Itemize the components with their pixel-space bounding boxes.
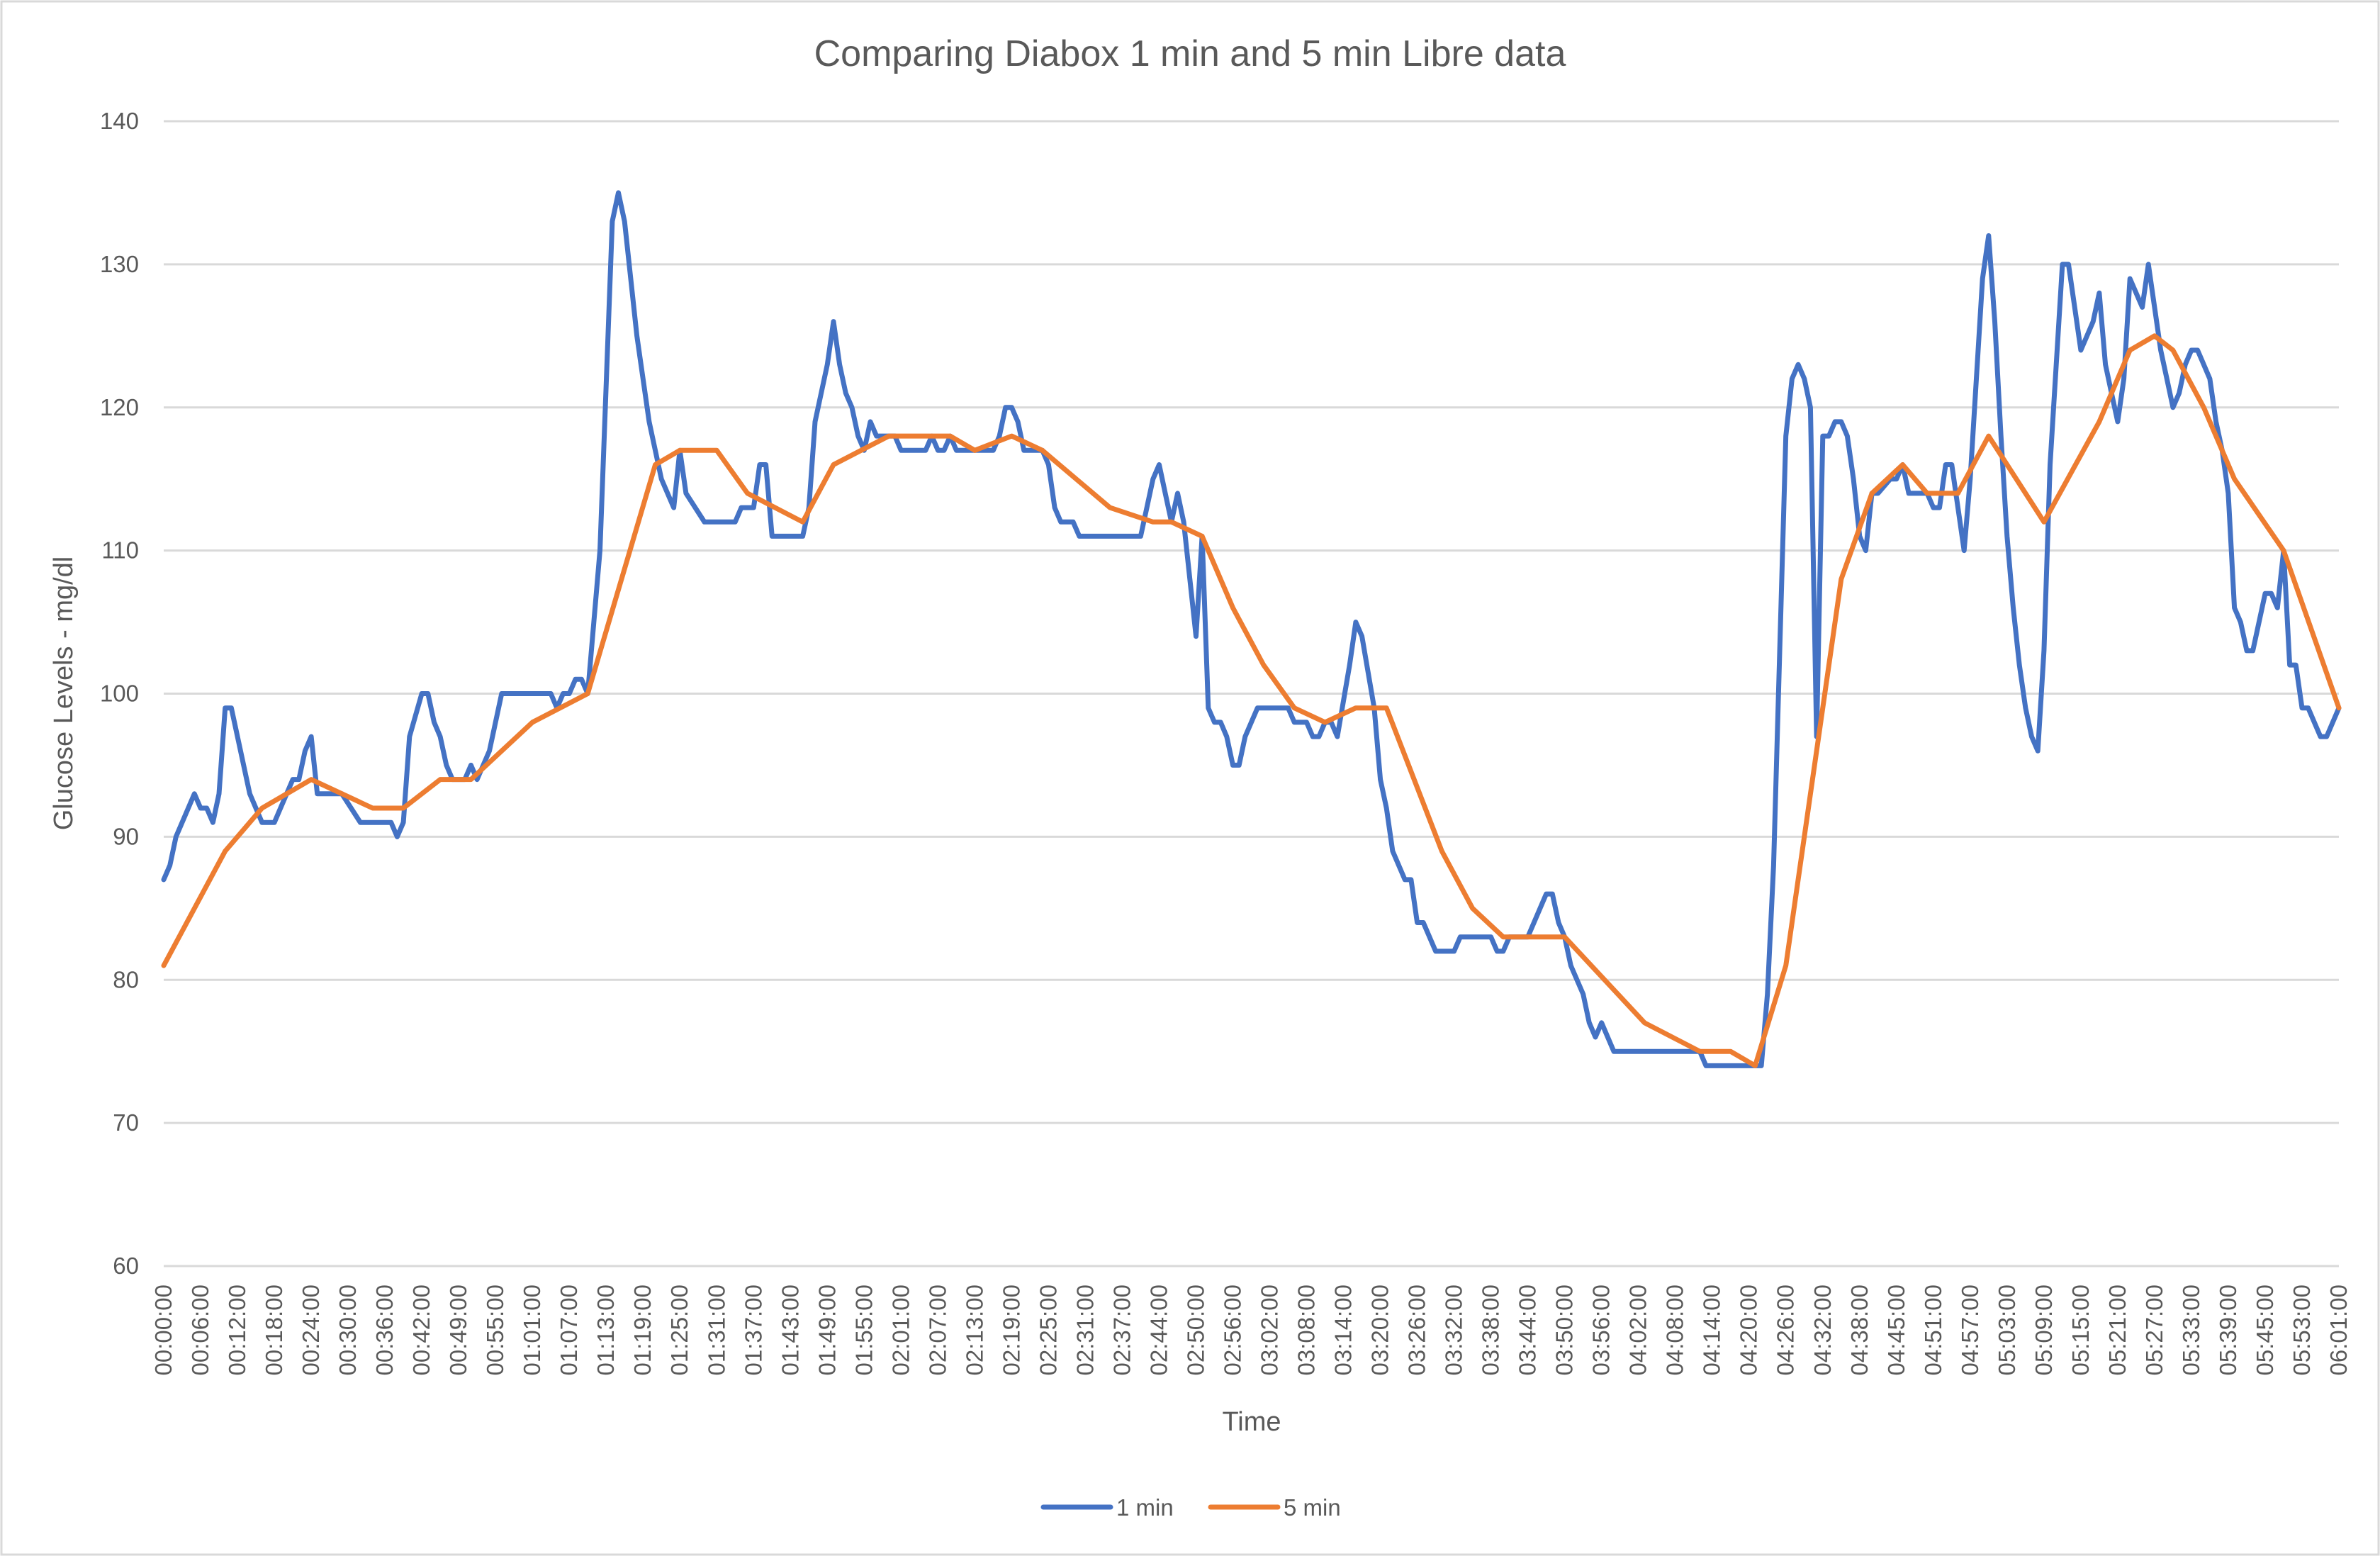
y-tick-label: 120: [100, 394, 139, 420]
x-tick-label: 00:42:00: [408, 1284, 434, 1375]
legend: 1 min 5 min: [1040, 1494, 1341, 1521]
y-tick-label: 110: [101, 537, 139, 564]
x-tick-label: 03:20:00: [1367, 1284, 1393, 1375]
x-tick-label: 02:56:00: [1219, 1284, 1245, 1375]
x-tick-label: 00:06:00: [187, 1284, 213, 1375]
x-tick-label: 02:13:00: [961, 1284, 987, 1375]
x-tick-label: 04:02:00: [1625, 1284, 1651, 1375]
x-tick-label: 00:18:00: [261, 1284, 287, 1375]
x-tick-label: 04:57:00: [1957, 1284, 1983, 1375]
legend-label: 1 min: [1116, 1494, 1174, 1521]
x-tick-label: 03:32:00: [1441, 1284, 1467, 1375]
x-tick-label: 03:44:00: [1515, 1284, 1541, 1375]
x-tick-label: 01:43:00: [777, 1284, 803, 1375]
x-tick-label: 05:15:00: [2067, 1284, 2094, 1375]
x-tick-label: 04:14:00: [1699, 1284, 1725, 1375]
x-tick-label: 04:20:00: [1736, 1284, 1762, 1375]
x-tick-label: 00:55:00: [482, 1284, 508, 1375]
x-tick-label: 00:49:00: [445, 1284, 471, 1375]
y-axis-ticks: 60 70 80 90 100 110 120 130 140: [100, 108, 139, 1279]
x-tick-label: 04:32:00: [1809, 1284, 1836, 1375]
x-tick-label: 00:24:00: [298, 1284, 324, 1375]
x-tick-label: 03:56:00: [1588, 1284, 1615, 1375]
x-tick-label: 04:51:00: [1920, 1284, 1946, 1375]
x-tick-label: 02:44:00: [1145, 1284, 1172, 1375]
y-axis-title: Glucose Levels - mg/dl: [49, 556, 79, 831]
y-tick-label: 90: [113, 823, 139, 849]
x-axis-ticks: 00:00:00 00:06:00 00:12:00 00:18:00 00:24:00…: [150, 1284, 2352, 1375]
x-axis-title: Time: [1222, 1407, 1281, 1437]
x-tick-label: 05:03:00: [1994, 1284, 2020, 1375]
x-tick-label: 02:01:00: [887, 1284, 914, 1375]
y-tick-label: 80: [113, 966, 139, 992]
x-tick-label: 02:07:00: [924, 1284, 950, 1375]
chart-title: Comparing Diabox 1 min and 5 min Libre d…: [814, 33, 1566, 74]
x-tick-label: 01:13:00: [593, 1284, 619, 1375]
x-tick-label: 02:37:00: [1108, 1284, 1135, 1375]
series-line-5-min: [161, 333, 2342, 1068]
x-tick-label: 03:02:00: [1257, 1284, 1283, 1375]
x-tick-label: 05:45:00: [2252, 1284, 2278, 1375]
x-tick-label: 01:31:00: [703, 1284, 729, 1375]
x-tick-label: 03:50:00: [1551, 1284, 1578, 1375]
x-tick-label: 01:55:00: [851, 1284, 877, 1375]
x-tick-label: 02:19:00: [998, 1284, 1024, 1375]
y-tick-label: 140: [100, 108, 139, 134]
x-tick-label: 03:14:00: [1330, 1284, 1357, 1375]
y-tick-label: 130: [100, 251, 139, 277]
series-lines: [161, 190, 2342, 1068]
x-tick-label: 01:37:00: [740, 1284, 766, 1375]
x-tick-label: 05:21:00: [2104, 1284, 2131, 1375]
x-tick-label: 00:36:00: [371, 1284, 398, 1375]
x-tick-label: 01:01:00: [519, 1284, 545, 1375]
y-tick-label: 60: [113, 1253, 139, 1279]
x-tick-label: 02:25:00: [1035, 1284, 1061, 1375]
x-tick-label: 05:33:00: [2178, 1284, 2204, 1375]
x-tick-label: 03:26:00: [1404, 1284, 1430, 1375]
x-tick-label: 00:12:00: [224, 1284, 250, 1375]
x-tick-label: 03:38:00: [1478, 1284, 1504, 1375]
x-tick-label: 04:38:00: [1846, 1284, 1873, 1375]
x-tick-label: 04:45:00: [1883, 1284, 1909, 1375]
x-tick-label: 05:27:00: [2141, 1284, 2167, 1375]
x-tick-label: 01:49:00: [814, 1284, 840, 1375]
x-tick-label: 02:31:00: [1072, 1284, 1098, 1375]
legend-label: 5 min: [1284, 1494, 1341, 1521]
x-tick-label: 01:07:00: [556, 1284, 582, 1375]
x-tick-label: 04:08:00: [1662, 1284, 1688, 1375]
x-tick-label: 05:09:00: [2031, 1284, 2057, 1375]
x-tick-label: 00:30:00: [335, 1284, 361, 1375]
x-tick-label: 03:08:00: [1293, 1284, 1320, 1375]
x-tick-label: 05:53:00: [2289, 1284, 2315, 1375]
x-tick-label: 00:00:00: [150, 1284, 176, 1375]
x-tick-label: 01:25:00: [666, 1284, 692, 1375]
x-tick-label: 04:26:00: [1773, 1284, 1799, 1375]
series-line-1-min: [161, 190, 2342, 1068]
y-tick-label: 100: [100, 681, 139, 707]
y-tick-label: 70: [113, 1109, 139, 1136]
x-tick-label: 05:39:00: [2215, 1284, 2241, 1375]
x-tick-label: 01:19:00: [629, 1284, 656, 1375]
x-tick-label: 02:50:00: [1182, 1284, 1208, 1375]
x-tick-label: 06:01:00: [2325, 1284, 2352, 1375]
